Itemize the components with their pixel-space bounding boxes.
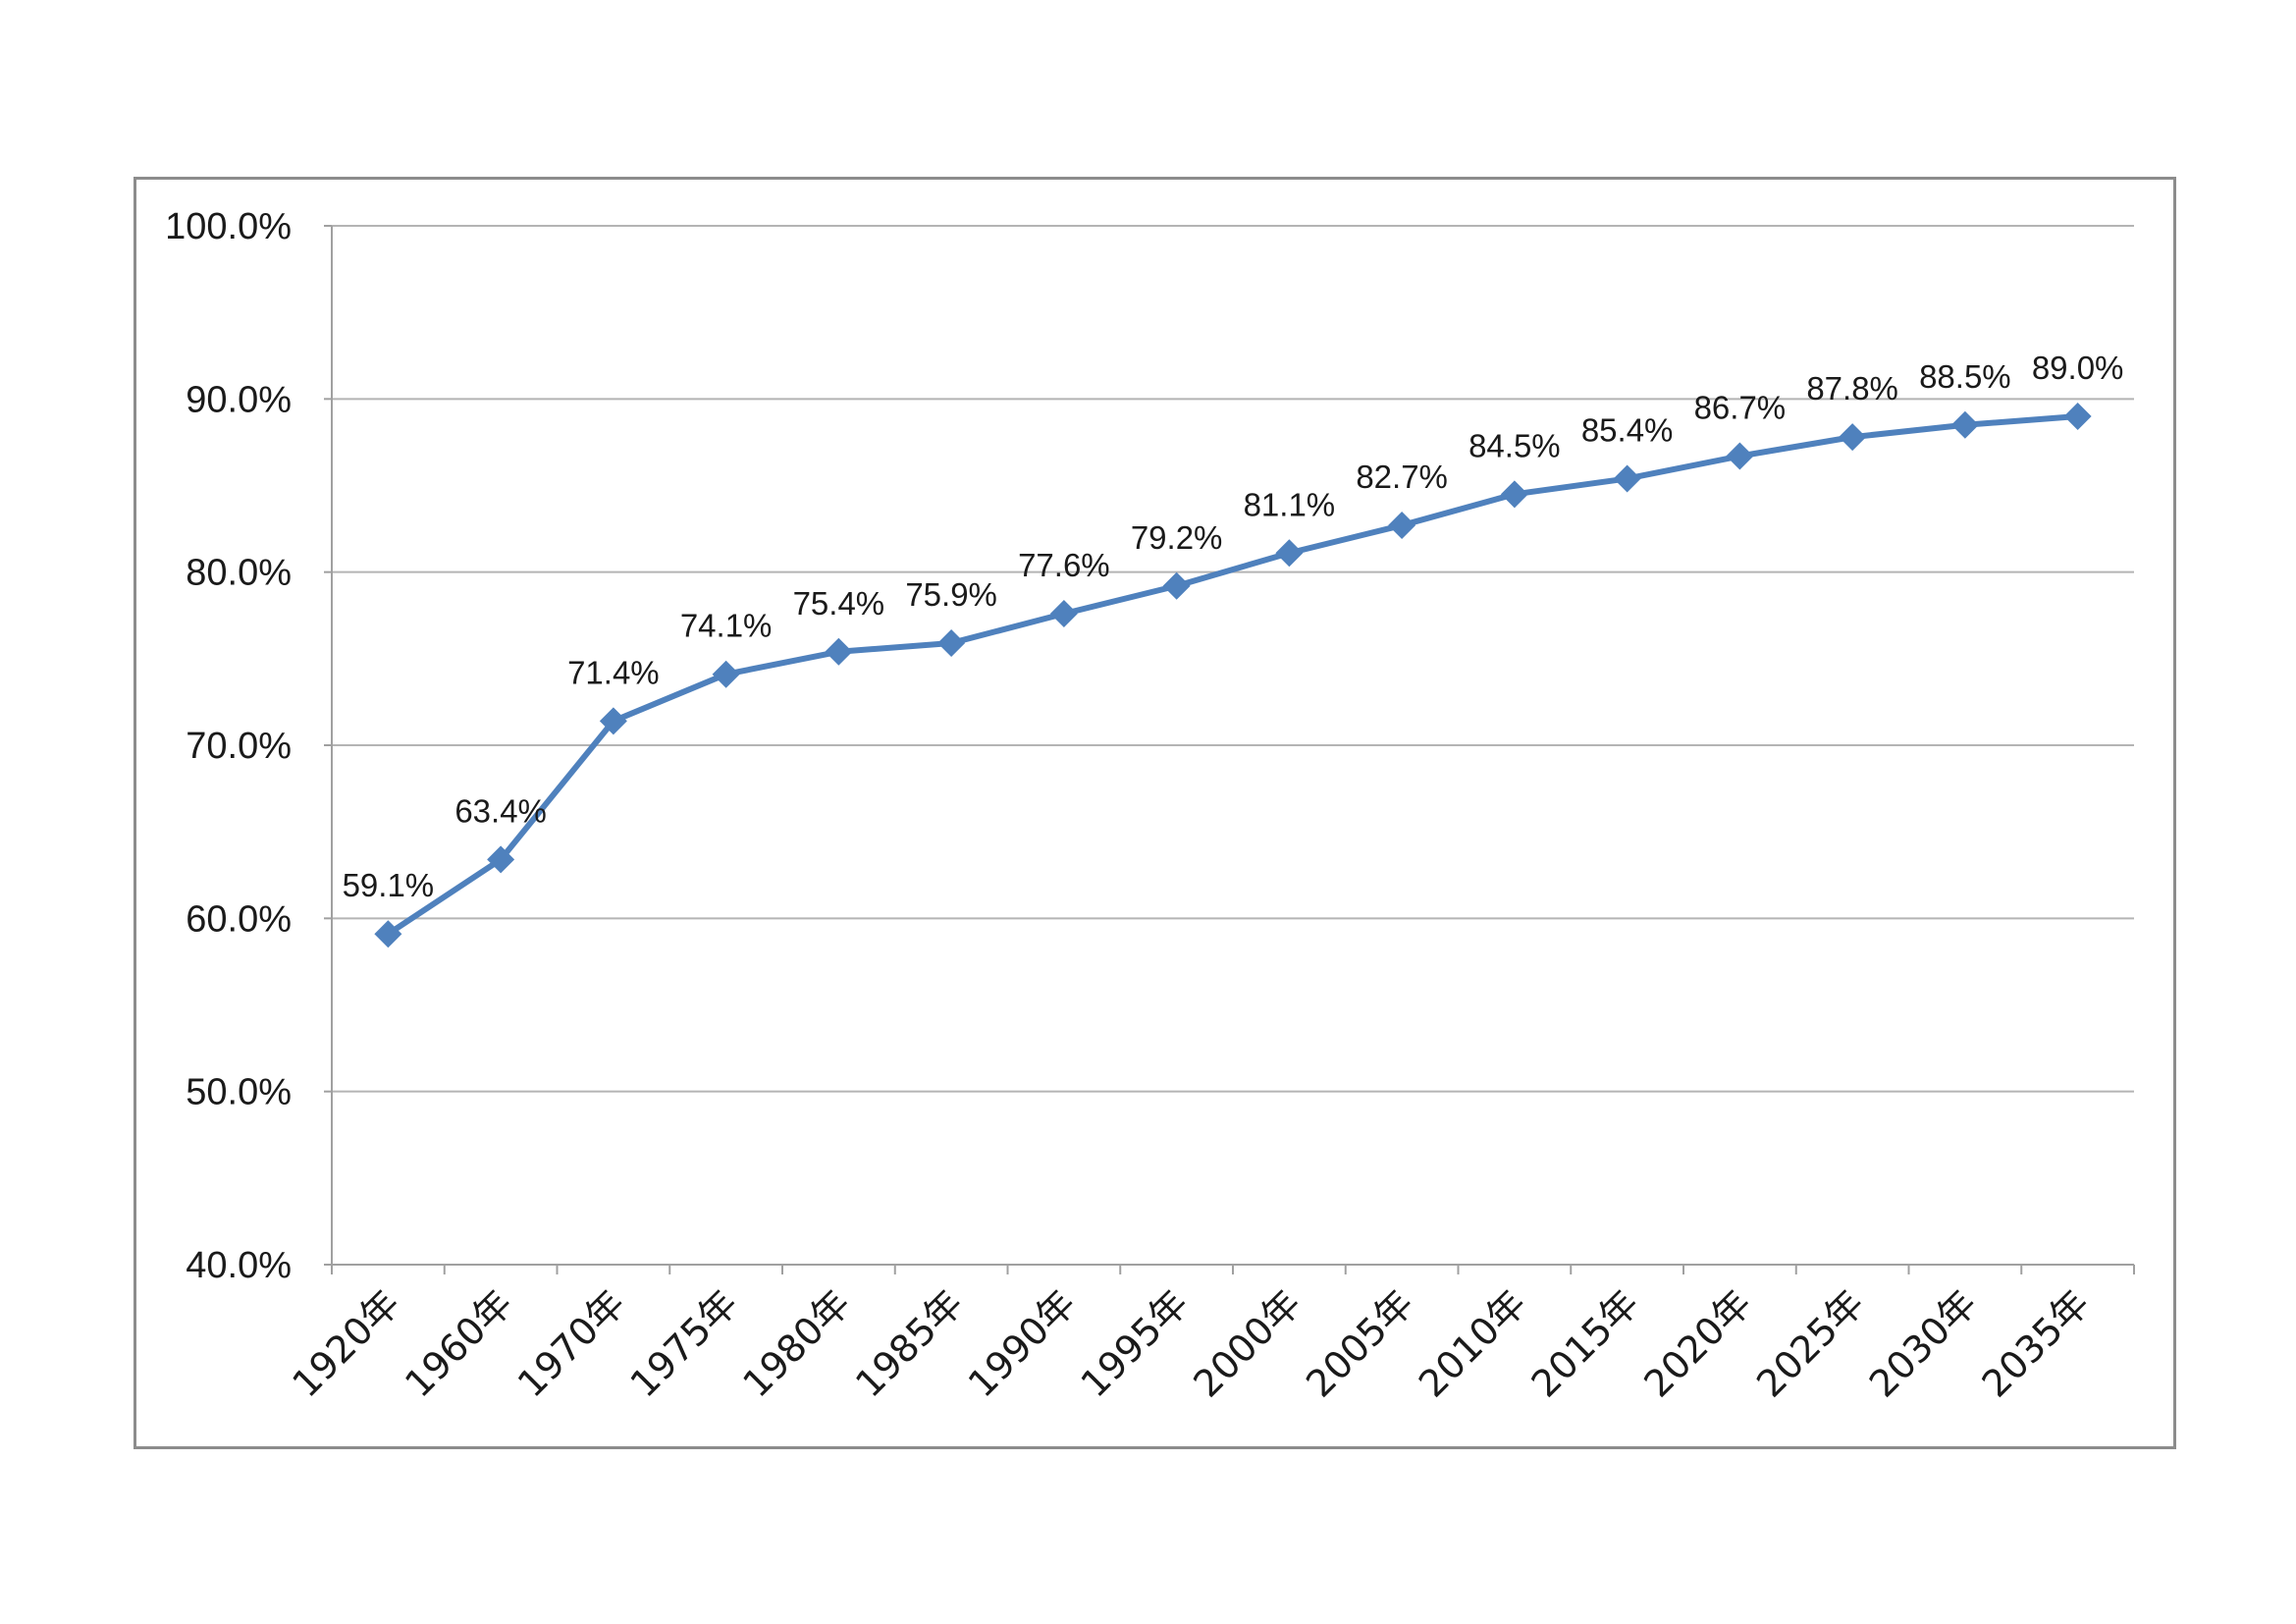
x-tick-label: 2025年 [1748, 1281, 1872, 1405]
data-label: 77.6% [1018, 547, 1110, 583]
data-point-marker [1500, 480, 1528, 509]
data-point-marker [2063, 402, 2092, 430]
x-tick-label: 1990年 [960, 1281, 1084, 1405]
data-point-marker [374, 920, 402, 948]
x-tick-label: 1975年 [622, 1281, 746, 1405]
data-label: 84.5% [1468, 427, 1561, 463]
data-point-marker [1275, 539, 1304, 568]
data-label: 88.5% [1919, 358, 2011, 395]
data-point-marker [1726, 442, 1754, 470]
data-point-marker [1950, 410, 1979, 439]
x-tick-label: 1970年 [509, 1281, 633, 1405]
data-point-marker [937, 628, 966, 657]
data-label: 87.8% [1806, 370, 1898, 406]
data-point-marker [1162, 571, 1191, 600]
x-tick-label: 1920年 [284, 1281, 407, 1405]
data-label: 89.0% [2032, 350, 2124, 386]
x-tick-label: 1960年 [397, 1281, 520, 1405]
data-label: 71.4% [567, 654, 660, 690]
data-point-marker [1839, 423, 1867, 452]
data-label: 85.4% [1581, 411, 1674, 448]
data-label: 81.1% [1244, 486, 1336, 522]
chart-frame: 40.0% 50.0% 60.0% 70.0% 80.0% 90.0% 100.0% 1920… [133, 177, 2176, 1449]
series-line [385, 412, 2081, 938]
x-tick-label: 1995年 [1073, 1281, 1197, 1405]
y-tick-label: 60.0% [186, 898, 292, 940]
data-label: 74.1% [680, 608, 773, 644]
x-tick-label: 2015年 [1523, 1281, 1647, 1405]
x-tick-label: 1980年 [734, 1281, 858, 1405]
y-tick-label: 50.0% [186, 1072, 292, 1113]
x-tick-label: 2035年 [1974, 1281, 2098, 1405]
data-point-marker [1613, 464, 1641, 493]
data-point-marker [487, 845, 515, 874]
x-tick-label: 2010年 [1411, 1281, 1534, 1405]
data-point-marker [712, 660, 740, 688]
y-tick-label: 80.0% [186, 553, 292, 594]
data-point-marker [825, 637, 853, 666]
data-label: 86.7% [1694, 390, 1787, 426]
x-tick-label: 1985年 [847, 1281, 971, 1405]
data-label: 63.4% [454, 792, 547, 829]
data-point-marker [599, 707, 627, 735]
y-tick-label: 40.0% [186, 1245, 292, 1286]
data-label: 75.4% [793, 585, 885, 622]
data-label: 82.7% [1356, 459, 1448, 495]
x-tick-label: 2000年 [1185, 1281, 1308, 1405]
y-tick-label: 90.0% [186, 379, 292, 420]
x-tick-label: 2030年 [1861, 1281, 1985, 1405]
x-tick-label: 2020年 [1635, 1281, 1759, 1405]
x-tick-label: 2005年 [1298, 1281, 1421, 1405]
data-point-marker [1388, 512, 1416, 540]
data-label: 75.9% [905, 576, 997, 613]
data-label: 79.2% [1131, 519, 1223, 556]
data-point-marker [1049, 599, 1078, 627]
y-tick-label: 100.0% [165, 206, 292, 247]
y-tick-label: 70.0% [186, 726, 292, 767]
line-chart: 40.0% 50.0% 60.0% 70.0% 80.0% 90.0% 100.0% 1920… [165, 206, 2135, 1406]
data-label: 59.1% [343, 867, 435, 903]
